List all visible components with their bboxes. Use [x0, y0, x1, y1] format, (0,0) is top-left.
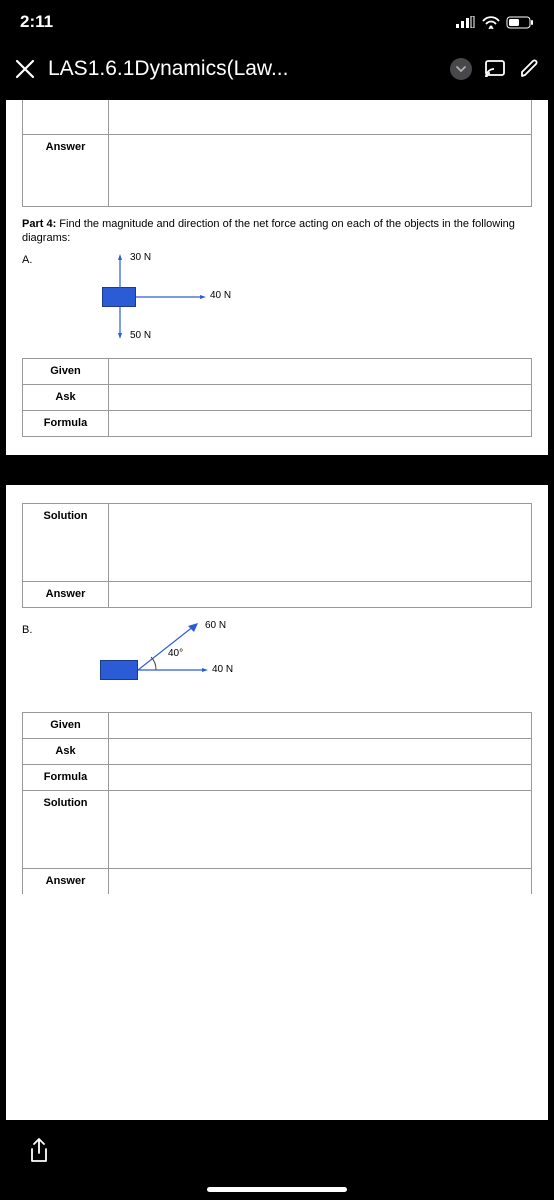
edit-icon[interactable]	[518, 58, 540, 80]
force-right-label: 40 N	[210, 290, 231, 301]
row-value	[109, 790, 532, 868]
row-value	[109, 868, 532, 894]
diagram-a-label: A.	[22, 252, 40, 266]
force-right-arrow-b	[138, 668, 208, 672]
wifi-icon	[482, 16, 500, 29]
part4-instruction: Part 4: Find the magnitude and direction…	[6, 207, 548, 250]
force-up-label: 30 N	[130, 252, 151, 263]
force-down-label: 50 N	[130, 330, 151, 341]
row-value	[109, 764, 532, 790]
row-value	[109, 581, 532, 607]
table-row: Formula	[23, 764, 532, 790]
row-value	[109, 358, 532, 384]
block-a	[102, 287, 136, 307]
document-viewport[interactable]: Solution Answer Part 4: Find the magnitu…	[6, 100, 548, 1120]
table-row: Given	[23, 358, 532, 384]
table-row: Formula	[23, 410, 532, 436]
status-bar: 2:11	[0, 0, 554, 44]
table-row: Ask	[23, 384, 532, 410]
table-row: Answer	[23, 135, 532, 207]
row-value	[109, 410, 532, 436]
table-row: Ask	[23, 738, 532, 764]
document-title: LAS1.6.1Dynamics(Law...	[48, 57, 438, 81]
row-value	[109, 738, 532, 764]
table-row: Solution	[23, 790, 532, 868]
battery-icon	[506, 16, 534, 29]
diagram-a: 30 N 40 N 50 N	[50, 252, 270, 342]
force-right-label-b: 40 N	[212, 664, 233, 675]
force-angled-label: 60 N	[205, 620, 226, 631]
row-value	[109, 712, 532, 738]
part4-prefix: Part 4:	[22, 218, 56, 230]
page-gap	[6, 455, 548, 485]
row-label-given: Given	[23, 358, 109, 384]
table-a-tail: Solution Answer	[22, 503, 532, 608]
expand-chevron[interactable]	[450, 58, 472, 80]
block-b	[100, 660, 138, 680]
table-row: Answer	[23, 868, 532, 894]
row-label-given: Given	[23, 712, 109, 738]
table-prev-tail: Solution Answer	[22, 100, 532, 207]
row-label-formula: Formula	[23, 764, 109, 790]
row-label-answer: Answer	[23, 581, 109, 607]
row-label-solution: Solution	[23, 100, 109, 135]
table-row: Solution	[23, 503, 532, 581]
document-page: Solution Answer Part 4: Find the magnitu…	[6, 100, 548, 894]
diagram-a-row: A. 30 N 40 N 50 N	[6, 250, 548, 352]
row-label-answer-cut: Answer	[23, 868, 109, 894]
diagram-b-row: B. 60 N 40° 40 N	[6, 608, 548, 702]
diagram-b-label: B.	[22, 622, 40, 636]
row-label-solution: Solution	[23, 790, 109, 868]
cellular-icon	[456, 16, 476, 28]
share-icon[interactable]	[28, 1137, 50, 1165]
table-row: Given	[23, 712, 532, 738]
close-icon[interactable]	[14, 58, 36, 80]
table-row: Solution	[23, 100, 532, 135]
row-value	[109, 100, 532, 135]
table-b: Given Ask Formula Solution Answer	[22, 712, 532, 895]
row-value	[109, 503, 532, 581]
diagram-b: 60 N 40° 40 N	[50, 622, 270, 692]
force-right-arrow	[136, 295, 206, 299]
nav-bar: LAS1.6.1Dynamics(Law...	[0, 44, 554, 94]
row-value	[109, 135, 532, 207]
cast-icon[interactable]	[484, 59, 506, 79]
force-down-arrow	[118, 307, 122, 339]
row-label-solution: Solution	[23, 503, 109, 581]
status-time: 2:11	[20, 12, 53, 32]
table-a: Given Ask Formula	[22, 358, 532, 437]
angle-label: 40°	[168, 648, 183, 659]
row-label-ask: Ask	[23, 384, 109, 410]
row-label-ask: Ask	[23, 738, 109, 764]
row-label-formula: Formula	[23, 410, 109, 436]
row-label-answer: Answer	[23, 135, 109, 207]
table-row: Answer	[23, 581, 532, 607]
part4-body: Find the magnitude and direction of the …	[22, 218, 515, 244]
status-icons	[456, 16, 534, 29]
force-up-arrow	[118, 254, 122, 288]
home-indicator[interactable]	[207, 1187, 347, 1192]
row-value	[109, 384, 532, 410]
